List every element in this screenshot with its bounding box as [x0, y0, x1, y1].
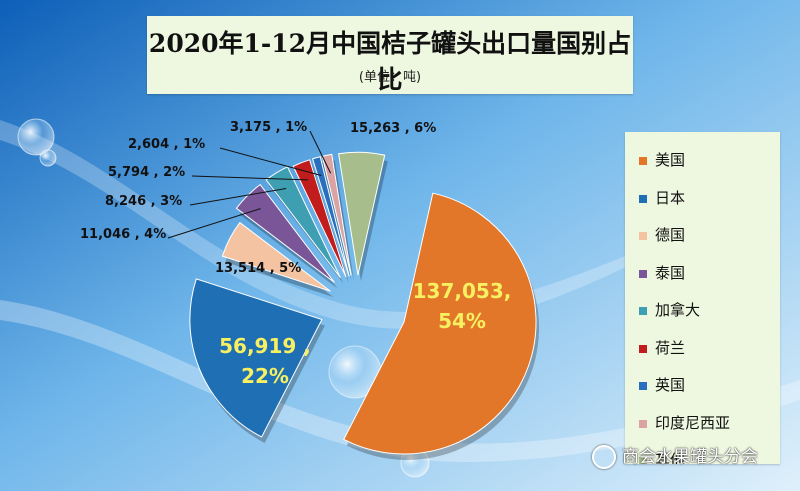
pie-slice [292, 159, 347, 278]
legend-swatch [639, 232, 647, 240]
slice-label: 13,514 , 5% [215, 261, 301, 276]
wechat-icon [592, 445, 616, 469]
chart-title: 2020年1-12月中国桔子罐头出口量国别占比 [148, 29, 632, 94]
slice-percent-label: 54% [438, 309, 486, 333]
legend-item: 加拿大 [639, 299, 700, 320]
slice-value-label: 56,919 , [219, 334, 311, 358]
title-panel: 2020年1-12月中国桔子罐头出口量国别占比 (单位：吨) [147, 16, 633, 94]
unit-label: (单位：吨) [358, 70, 422, 85]
legend-label: 荷兰 [655, 338, 686, 357]
pie-slice [338, 151, 386, 276]
slice-label: 3,175 , 1% [230, 120, 307, 135]
pie-slice [221, 221, 331, 292]
legend-item: 其他 [639, 449, 685, 464]
slice-label: 5,794 , 2% [108, 165, 185, 180]
legend-label: 泰国 [655, 263, 686, 282]
legend-item: 泰国 [639, 262, 685, 283]
legend-swatch [639, 344, 647, 353]
legend-label: 日本 [655, 188, 686, 207]
pie-slice [311, 156, 350, 277]
leader-line [167, 208, 261, 239]
slice-label: 8,246 , 3% [105, 194, 182, 209]
legend-label: 美国 [655, 151, 686, 169]
legend-item: 德国 [639, 224, 685, 245]
slice-percent-label: 22% [241, 364, 289, 388]
leader-line [191, 175, 309, 181]
legend-swatch [639, 457, 647, 464]
watermark-text: 商会水果罐头分会 [622, 447, 758, 467]
legend-swatch [639, 194, 647, 203]
legend-label: 英国 [655, 376, 686, 394]
legend-label: 加拿大 [655, 301, 701, 319]
legend-swatch [639, 269, 647, 278]
legend-item: 美国 [639, 149, 685, 170]
pie-slice [265, 166, 341, 278]
legend-label: 德国 [655, 226, 686, 244]
legend-swatch [639, 419, 647, 428]
legend: 美国日本德国泰国加拿大荷兰英国印度尼西亚其他 [625, 132, 780, 464]
legend-item: 印度尼西亚 [639, 412, 730, 433]
legend-item: 荷兰 [639, 337, 685, 358]
leader-line [309, 130, 332, 174]
watermark: 商会水果罐头分会 [592, 442, 758, 469]
slice-value-label: 137,053, [413, 279, 512, 303]
slice-label: 11,046 , 4% [80, 227, 166, 242]
pie-slice [189, 278, 323, 438]
legend-swatch [639, 157, 647, 165]
leader-line [189, 188, 287, 206]
legend-swatch [639, 307, 647, 315]
slice-label: 15,263 , 6% [350, 121, 436, 136]
legend-item: 英国 [639, 374, 685, 395]
legend-label: 其他 [655, 451, 686, 464]
leader-line [219, 147, 322, 176]
slice-label: 2,604 , 1% [128, 137, 205, 152]
legend-item: 日本 [639, 187, 685, 208]
legend-swatch [639, 382, 647, 390]
legend-label: 印度尼西亚 [655, 413, 731, 432]
pie-slice [343, 192, 537, 455]
